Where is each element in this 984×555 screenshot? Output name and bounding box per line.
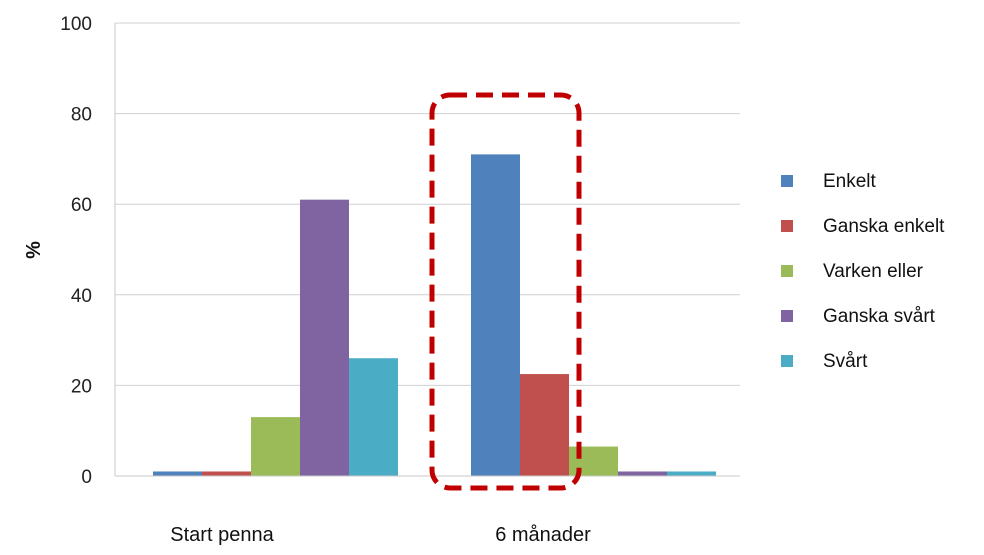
legend: Enkelt Ganska enkelt Varken eller Ganska sv… bbox=[781, 171, 945, 372]
legend-label: Ganska svårt bbox=[823, 306, 936, 327]
bar bbox=[153, 471, 202, 476]
highlight-box bbox=[429, 92, 582, 491]
bar bbox=[349, 358, 398, 476]
y-tick-labels: 0 20 40 60 80 100 bbox=[60, 14, 92, 488]
bar bbox=[471, 154, 520, 476]
legend-swatch bbox=[781, 220, 793, 232]
gridlines bbox=[114, 22, 740, 476]
legend-label: Svårt bbox=[823, 351, 868, 372]
y-tick-label: 40 bbox=[71, 286, 92, 307]
bar bbox=[251, 417, 300, 476]
category-label: 6 månader bbox=[495, 524, 591, 546]
bar bbox=[520, 374, 569, 476]
y-tick-label: 20 bbox=[71, 376, 92, 397]
legend-label: Ganska enkelt bbox=[823, 216, 945, 237]
bar bbox=[618, 471, 667, 476]
bar bbox=[569, 446, 618, 476]
legend-label: Varken eller bbox=[823, 261, 924, 282]
bar bbox=[202, 471, 251, 476]
category-labels: Start penna 6 månader bbox=[170, 524, 591, 546]
y-tick-label: 80 bbox=[71, 105, 92, 126]
legend-swatch bbox=[781, 355, 793, 367]
legend-swatch bbox=[781, 175, 793, 187]
category-label: Start penna bbox=[170, 524, 274, 546]
legend-swatch bbox=[781, 265, 793, 277]
y-tick-label: 60 bbox=[71, 195, 92, 216]
bar bbox=[300, 199, 349, 477]
y-axis-title: % bbox=[23, 241, 45, 259]
bars bbox=[153, 154, 716, 477]
legend-label: Enkelt bbox=[823, 171, 877, 192]
bar bbox=[667, 471, 716, 476]
y-tick-label: 0 bbox=[81, 467, 92, 488]
y-tick-label: 100 bbox=[60, 14, 92, 35]
legend-swatch bbox=[781, 310, 793, 322]
